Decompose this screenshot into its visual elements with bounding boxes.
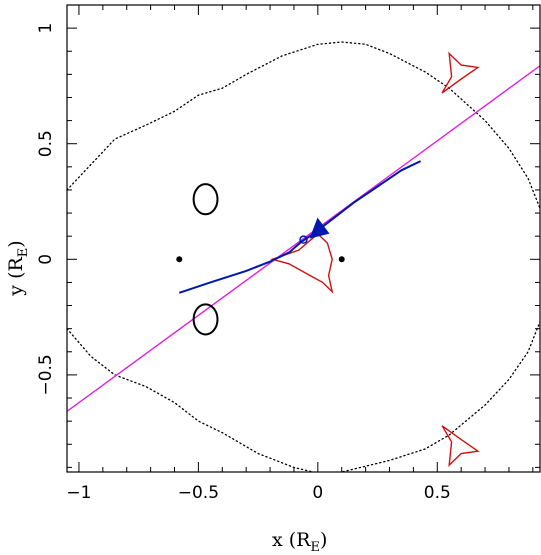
source-marker	[299, 235, 308, 244]
x-tick-label: −0.5	[178, 483, 219, 503]
caustic-bottom	[441, 425, 480, 467]
caustic-central	[270, 232, 334, 294]
critical-curve-top	[67, 41, 540, 210]
small-image	[192, 183, 219, 216]
x-axis-title: x (RE)	[272, 529, 327, 555]
source-direction-arrow	[309, 217, 330, 239]
y-tick-label: 1	[36, 23, 56, 34]
y-tick-label: 0	[36, 254, 56, 265]
lens-point	[338, 256, 345, 263]
y-tick-label: −0.5	[36, 354, 56, 395]
y-tick-label: 0.5	[36, 130, 56, 157]
critical-curve-bottom	[67, 321, 540, 472]
plot-frame	[66, 4, 541, 473]
axis-ticks	[67, 4, 540, 472]
x-tick-label: 0.5	[424, 483, 451, 503]
lens-point	[176, 256, 183, 263]
source-trajectory	[67, 65, 540, 412]
caustic-top	[441, 51, 480, 94]
tick-labels: −1 −0.5 0 0.5 −0.5 0 0.5 1	[36, 23, 451, 503]
y-axis-title: y (RE)	[5, 240, 31, 296]
x-tick-label: −1	[66, 483, 91, 503]
plot-content	[67, 41, 540, 472]
small-image	[192, 303, 219, 336]
image-track	[178, 160, 422, 294]
x-tick-label: 0	[312, 483, 323, 503]
